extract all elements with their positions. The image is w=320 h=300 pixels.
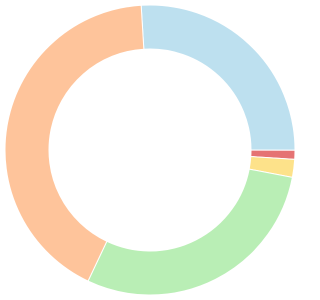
donut-segment (87, 168, 293, 296)
donut-segment (4, 4, 145, 282)
donut-segment (140, 4, 296, 151)
chart (4, 4, 296, 296)
